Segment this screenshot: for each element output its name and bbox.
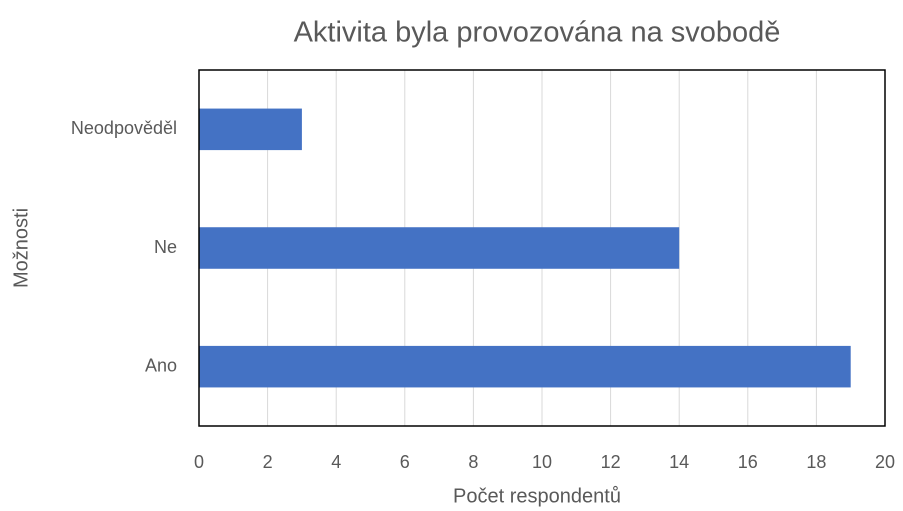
bar bbox=[199, 108, 302, 151]
x-tick-label: 18 bbox=[806, 452, 826, 472]
x-tick-label: 4 bbox=[331, 452, 341, 472]
x-tick-label: 0 bbox=[194, 452, 204, 472]
bar bbox=[199, 345, 851, 388]
x-tick-label: 10 bbox=[532, 452, 552, 472]
x-tick-label: 14 bbox=[669, 452, 689, 472]
chart-title: Aktivita byla provozována na svobodě bbox=[294, 17, 781, 49]
x-tick-label: 8 bbox=[468, 452, 478, 472]
x-tick-label: 20 bbox=[875, 452, 895, 472]
bar bbox=[199, 227, 680, 269]
x-tick-label: 6 bbox=[400, 452, 410, 472]
x-tick-label: 2 bbox=[263, 452, 273, 472]
y-tick-label: Ne bbox=[154, 237, 177, 257]
x-tick-label: 16 bbox=[738, 452, 758, 472]
x-axis-label: Počet respondentů bbox=[453, 485, 621, 507]
y-tick-label: Ano bbox=[145, 355, 177, 375]
x-tick-label: 12 bbox=[601, 452, 621, 472]
plot-border bbox=[198, 69, 886, 427]
y-tick-label: Neodpověděl bbox=[71, 118, 177, 138]
y-axis-label: Možnosti bbox=[10, 208, 32, 288]
